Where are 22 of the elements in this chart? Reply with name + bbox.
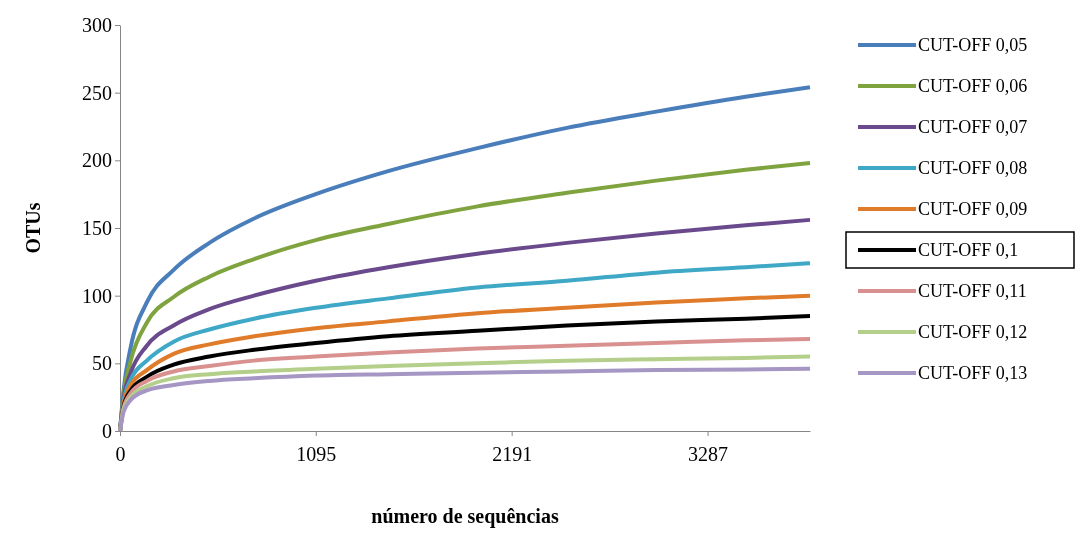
y-tick-label: 150 xyxy=(82,216,112,239)
legend-label: CUT-OFF 0,13 xyxy=(918,363,1028,384)
legend-label: CUT-OFF 0,1 xyxy=(918,240,1019,261)
y-tick-label: 100 xyxy=(82,284,112,307)
y-tick-label: 250 xyxy=(82,81,112,104)
x-tick-label: 1095 xyxy=(296,443,337,465)
x-axis-title: número de sequências xyxy=(371,505,559,528)
x-tick-label: 0 xyxy=(115,443,126,465)
y-axis-title: OTUs xyxy=(22,202,44,254)
legend-label: CUT-OFF 0,12 xyxy=(918,322,1028,343)
legend-label: CUT-OFF 0,09 xyxy=(918,199,1028,220)
y-tick-label: 200 xyxy=(82,149,112,172)
x-tick-label: 2191 xyxy=(492,443,533,465)
legend-label: CUT-OFF 0,08 xyxy=(918,158,1028,179)
y-tick-label: 300 xyxy=(82,13,112,36)
legend-label: CUT-OFF 0,05 xyxy=(918,35,1028,56)
y-tick-label: 50 xyxy=(92,352,112,375)
legend-label: CUT-OFF 0,07 xyxy=(918,117,1028,138)
legend-label: CUT-OFF 0,11 xyxy=(918,281,1027,302)
y-tick-label: 0 xyxy=(102,419,112,442)
x-tick-label: 3287 xyxy=(688,443,729,465)
legend-label: CUT-OFF 0,06 xyxy=(918,76,1028,97)
